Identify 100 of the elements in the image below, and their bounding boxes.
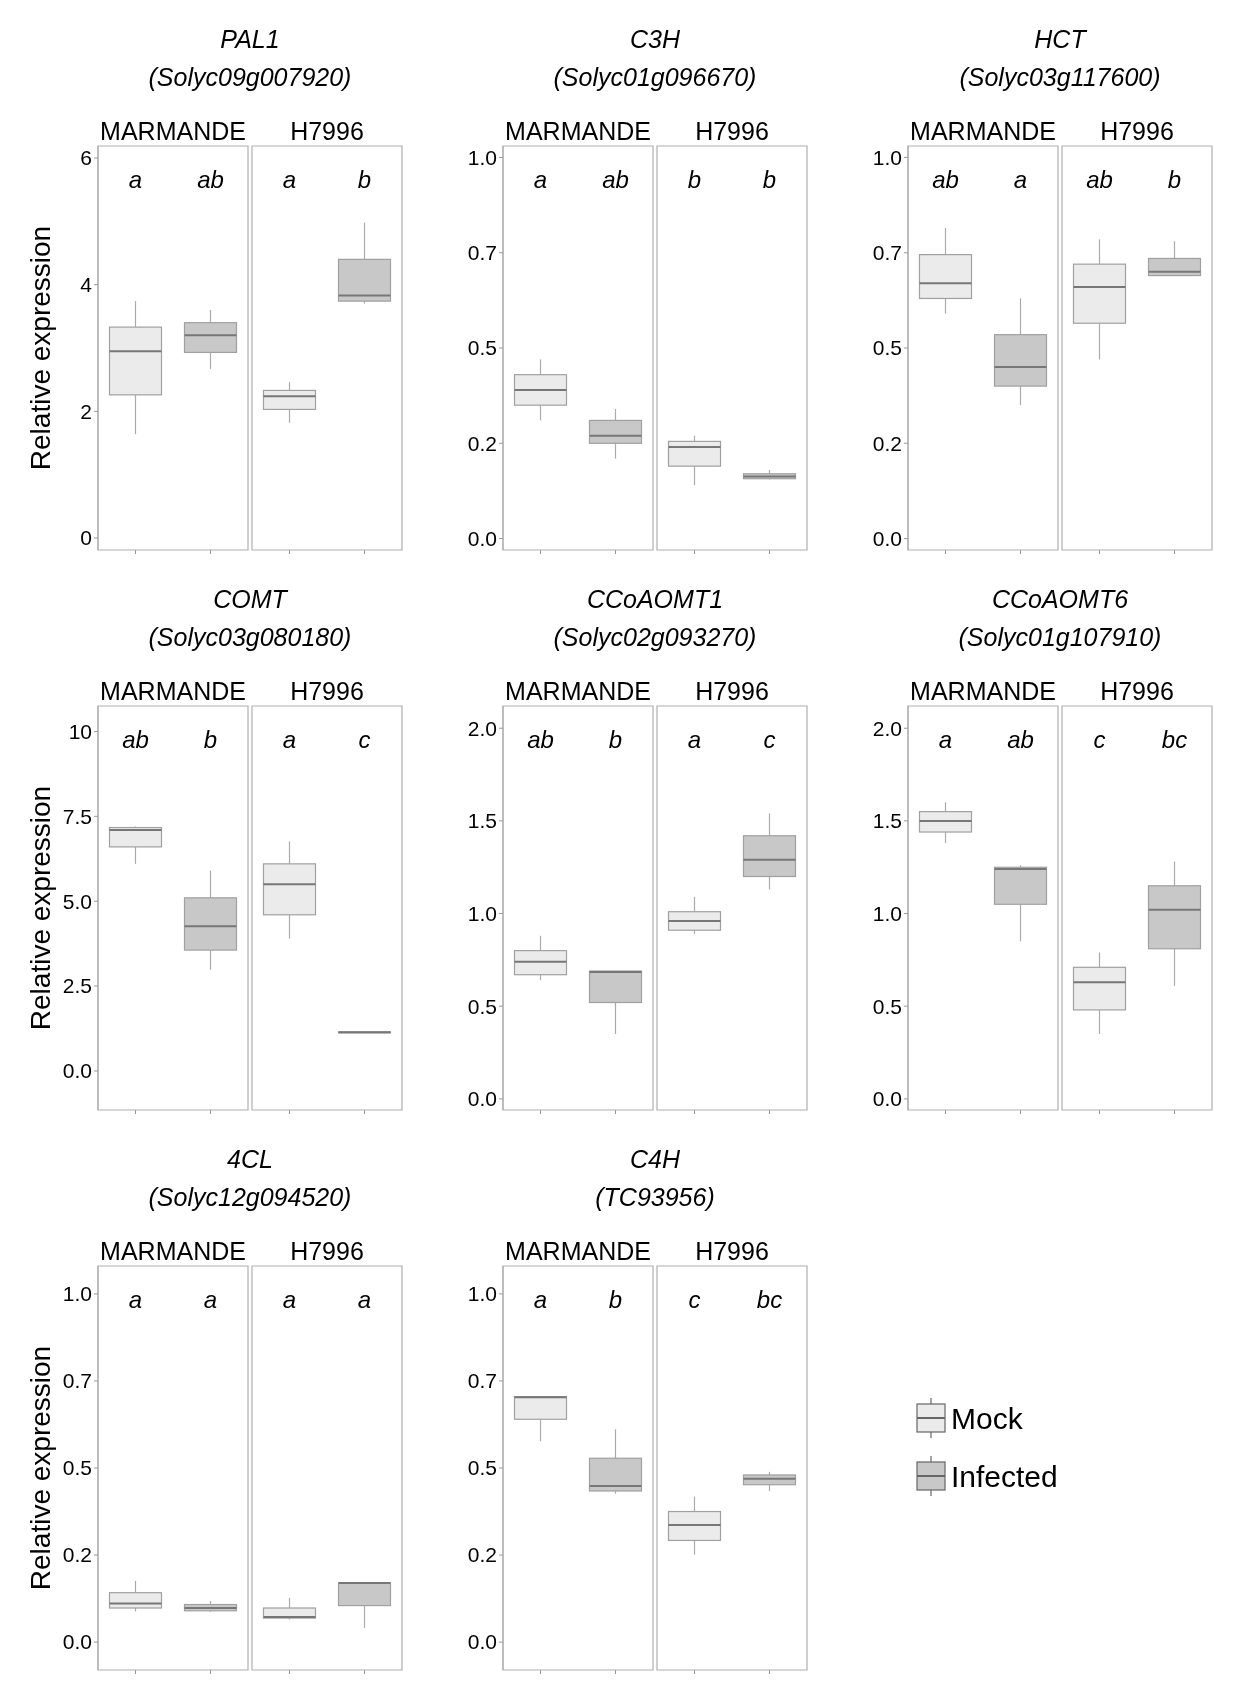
annotation: a: [533, 1286, 548, 1313]
y-tick-label: 1.0: [62, 1282, 92, 1306]
y-tick-label: 0.0: [62, 1630, 92, 1654]
y-tick-label: 10: [68, 719, 92, 743]
y-tick-label: 7.5: [62, 804, 92, 828]
x-tick-label: MARMANDE: [505, 1237, 651, 1265]
annotation: a: [282, 166, 297, 193]
x-tick-label: H7996: [290, 117, 364, 145]
x-tick-label: MARMANDE: [910, 677, 1056, 705]
annotation: a: [282, 1286, 297, 1313]
chart-title: CCoAOMT6: [991, 585, 1129, 613]
y-tick-label: 1.0: [467, 901, 497, 925]
annotation: b: [1167, 166, 1182, 193]
annotation: ab: [1086, 166, 1113, 193]
annotation: ab: [197, 166, 224, 193]
chart-title: 4CL: [227, 1145, 273, 1173]
chart-title: HCT: [1034, 25, 1088, 53]
y-tick-label: 0.7: [872, 241, 902, 265]
annotation: b: [687, 166, 702, 193]
y-tick-label: 1.0: [872, 901, 902, 925]
annotation: c: [763, 726, 776, 753]
annotation: b: [608, 1286, 623, 1313]
x-tick-label: H7996: [290, 1237, 364, 1265]
annotation: a: [128, 166, 143, 193]
chart-subtitle: (Solyc09g007920): [148, 63, 352, 91]
y-tick-label: 0.5: [872, 336, 902, 360]
annotation: c: [358, 726, 371, 753]
annotation: bc: [1161, 726, 1188, 753]
y-tick-label: 2.5: [62, 974, 92, 998]
annotation: b: [762, 166, 777, 193]
legend-label: Infected: [951, 1459, 1058, 1493]
y-tick-label: 2: [80, 399, 92, 423]
x-tick-label: MARMANDE: [100, 677, 246, 705]
y-tick-label: 0.2: [872, 431, 902, 455]
x-tick-label: H7996: [695, 677, 769, 705]
x-tick-label: H7996: [695, 1237, 769, 1265]
y-tick-label: 5.0: [62, 889, 92, 913]
y-tick-label: 0.2: [62, 1543, 92, 1567]
chart-subtitle: (Solyc12g094520): [148, 1183, 352, 1211]
annotation: a: [1013, 166, 1028, 193]
legend-label: Mock: [951, 1401, 1024, 1435]
x-tick-label: MARMANDE: [505, 117, 651, 145]
x-tick-label: H7996: [1100, 677, 1174, 705]
chart-title: C3H: [629, 25, 681, 53]
y-tick-label: 0.5: [467, 1456, 497, 1480]
annotation: a: [687, 726, 702, 753]
y-tick-label: 2.0: [872, 716, 902, 740]
chart-title: COMT: [213, 585, 289, 613]
annotation: ab: [932, 166, 959, 193]
y-tick-label: 0.5: [467, 336, 497, 360]
y-tick-label: 1.5: [872, 809, 902, 833]
chart-subtitle: (Solyc03g117600): [959, 63, 1161, 91]
annotation: a: [282, 726, 297, 753]
y-tick-label: 0.0: [467, 526, 497, 550]
annotation: a: [128, 1286, 143, 1313]
annotation: ab: [602, 166, 629, 193]
chart-subtitle: (Solyc03g080180): [148, 623, 352, 651]
x-tick-label: MARMANDE: [100, 1237, 246, 1265]
x-tick-label: MARMANDE: [505, 677, 651, 705]
y-axis-title: Relative expression: [25, 225, 56, 471]
y-tick-label: 0.5: [62, 1456, 92, 1480]
chart-subtitle: (TC93956): [595, 1183, 715, 1211]
y-tick-label: 1.5: [467, 809, 497, 833]
chart-subtitle: (Solyc01g096670): [553, 63, 757, 91]
y-tick-label: 0.7: [467, 241, 497, 265]
annotation: c: [1093, 726, 1106, 753]
y-tick-label: 0: [80, 526, 92, 550]
annotation: b: [608, 726, 623, 753]
y-tick-label: 2.0: [467, 716, 497, 740]
y-tick-label: 0.2: [467, 431, 497, 455]
y-tick-label: 0.5: [872, 994, 902, 1018]
chart-title: CCoAOMT1: [586, 585, 724, 613]
annotation: b: [203, 726, 218, 753]
annotation: bc: [756, 1286, 783, 1313]
chart-title: C4H: [629, 1145, 681, 1173]
x-tick-label: H7996: [290, 677, 364, 705]
y-tick-label: 0.2: [467, 1543, 497, 1567]
x-tick-label: MARMANDE: [100, 117, 246, 145]
y-tick-label: 1.0: [467, 145, 497, 169]
y-tick-label: 1.0: [467, 1282, 497, 1306]
y-tick-label: 0.0: [467, 1630, 497, 1654]
x-tick-label: H7996: [1100, 117, 1174, 145]
y-tick-label: 0.0: [872, 1087, 902, 1111]
x-tick-label: H7996: [695, 117, 769, 145]
annotation: ab: [1007, 726, 1034, 753]
y-tick-label: 6: [80, 146, 92, 170]
y-tick-label: 4: [80, 273, 93, 297]
annotation: a: [357, 1286, 372, 1313]
annotation: ab: [122, 726, 149, 753]
y-tick-label: 0.7: [62, 1369, 92, 1393]
annotation: c: [688, 1286, 701, 1313]
y-tick-label: 0.7: [467, 1369, 497, 1393]
y-axis-title: Relative expression: [25, 785, 56, 1031]
x-tick-label: MARMANDE: [910, 117, 1056, 145]
annotation: a: [938, 726, 953, 753]
y-tick-label: 0.5: [467, 994, 497, 1018]
y-tick-label: 0.0: [467, 1087, 497, 1111]
y-tick-label: 0.0: [872, 526, 902, 550]
chart-title: PAL1: [220, 25, 280, 53]
chart-subtitle: (Solyc01g107910): [958, 623, 1162, 651]
